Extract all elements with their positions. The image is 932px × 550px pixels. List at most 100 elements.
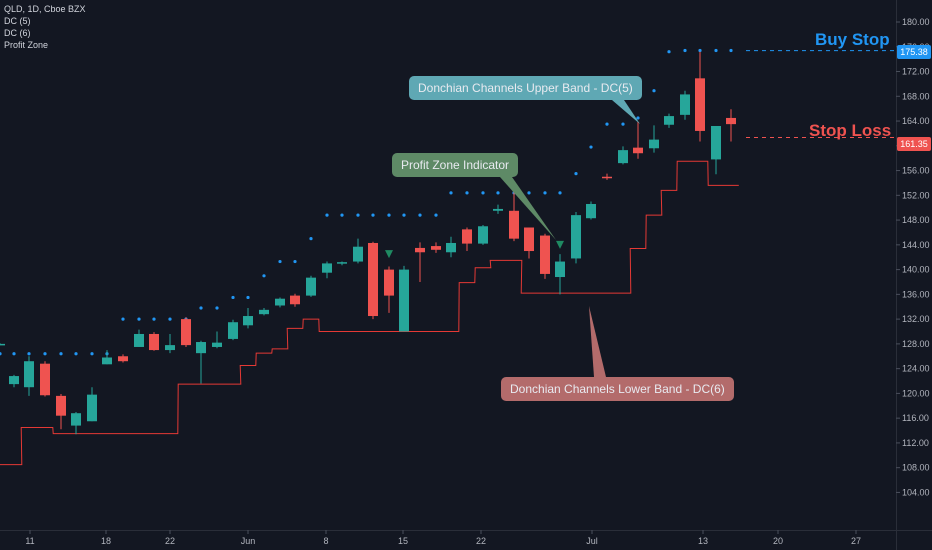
lower-callout-pointer <box>589 306 606 377</box>
upper-band-dot <box>246 295 250 300</box>
candle-body <box>24 361 34 388</box>
upper-band-dot <box>527 191 531 195</box>
upper-band-dot <box>215 306 219 310</box>
candle-body <box>149 333 159 351</box>
y-tick-label: 124.00 <box>902 364 930 374</box>
candle-body <box>493 208 503 211</box>
upper-band-dot <box>199 306 203 310</box>
candle-body <box>71 413 81 426</box>
x-tick-label: 27 <box>851 536 861 546</box>
candle-body <box>384 269 394 296</box>
candle-body <box>399 269 409 332</box>
y-tick-label: 152.00 <box>902 190 930 200</box>
upper-band-dot <box>356 213 360 217</box>
upper-band-dot <box>371 213 375 217</box>
upper-band-dot <box>340 213 344 217</box>
upper-band-dot <box>481 191 485 195</box>
candle-body <box>368 242 378 317</box>
profit-zone-callout: Profit Zone Indicator <box>392 153 519 177</box>
stop-loss-price-tag: 161.35 <box>897 137 931 151</box>
candle-body <box>586 203 596 219</box>
candle-body <box>680 94 690 115</box>
candle-body <box>415 247 425 253</box>
candle-body <box>56 395 66 416</box>
y-tick-label: 108.00 <box>902 463 930 473</box>
upper-band-dot <box>714 48 718 53</box>
upper-band-dot <box>152 317 156 321</box>
upper-band-dot <box>621 122 625 126</box>
upper-band-callout: Donchian Channels Upper Band - DC(5) <box>409 76 642 100</box>
candle-body <box>228 322 238 339</box>
y-tick-label: 164.00 <box>902 116 930 126</box>
candle-body <box>618 150 628 164</box>
candle-body <box>181 319 191 346</box>
upper-band-dot <box>574 172 578 176</box>
legend-profit-zone[interactable]: Profit Zone <box>4 40 49 50</box>
upper-band-dot <box>434 213 438 217</box>
profit-zone-marker <box>385 250 393 259</box>
profit-zone-marker <box>556 240 564 249</box>
x-tick-label: 15 <box>398 536 408 546</box>
candle-body <box>431 246 441 250</box>
candle-body <box>726 117 736 125</box>
y-tick-label: 168.00 <box>902 91 930 101</box>
upper-band-dot <box>558 191 562 195</box>
upper-band-dot <box>402 213 406 217</box>
upper-band-dot <box>59 352 63 356</box>
candle-body <box>134 333 144 347</box>
buy-stop-price-tag: 175.38 <box>897 45 931 59</box>
candle-body <box>196 342 206 354</box>
upper-band-dot <box>325 213 329 217</box>
candle-body <box>9 376 19 385</box>
buy-stop-label: Buy Stop <box>815 30 890 49</box>
upper-band-dot <box>465 191 469 195</box>
upper-band-dot <box>74 352 78 356</box>
legend-dc5[interactable]: DC (5) <box>4 16 31 26</box>
candle-body <box>165 345 175 351</box>
legend-dc6[interactable]: DC (6) <box>4 28 31 38</box>
x-tick-label: 11 <box>25 536 34 546</box>
candle-body <box>306 277 316 296</box>
y-tick-label: 148.00 <box>902 215 930 225</box>
x-tick-label: 8 <box>323 536 328 546</box>
y-tick-label: 180.00 <box>902 17 930 27</box>
candle-body <box>540 235 550 274</box>
lower-band-callout: Donchian Channels Lower Band - DC(6) <box>501 377 734 401</box>
y-tick-label: 120.00 <box>902 388 930 398</box>
x-tick-label: Jun <box>241 536 256 546</box>
x-tick-label: 22 <box>476 536 486 546</box>
y-tick-label: 136.00 <box>902 289 930 299</box>
candle-body <box>40 363 50 396</box>
upper-band-dot <box>605 122 609 126</box>
profit-callout-pointer <box>500 177 556 240</box>
upper-band-dot <box>262 274 266 278</box>
candle-body <box>353 246 363 262</box>
y-tick-label: 140.00 <box>902 265 930 275</box>
candle-body <box>602 176 612 179</box>
candle-body <box>711 125 721 160</box>
candle-body <box>87 394 97 422</box>
candle-body <box>290 295 300 305</box>
upper-callout-pointer <box>612 100 640 124</box>
candle-body <box>664 116 674 125</box>
upper-band-dot <box>137 317 141 321</box>
candle-body <box>478 226 488 244</box>
y-tick-label: 172.00 <box>902 67 930 77</box>
upper-band-dot <box>652 89 656 93</box>
y-tick-label: 156.00 <box>902 166 930 176</box>
upper-band-dot <box>43 352 47 356</box>
lower-band-dc6-line <box>0 160 739 466</box>
symbol-title: QLD, 1D, Cboe BZX <box>4 4 86 14</box>
upper-band-dot <box>168 317 172 321</box>
upper-band-dot <box>90 352 94 356</box>
candle-body <box>509 210 519 239</box>
x-tick-label: 18 <box>101 536 111 546</box>
upper-band-dot <box>231 295 235 300</box>
candle-body <box>322 263 332 273</box>
chart-legend: QLD, 1D, Cboe BZX DC (5) DC (6) Profit Z… <box>4 3 86 51</box>
candle-body <box>695 78 705 131</box>
upper-band-dot <box>387 213 391 217</box>
candle-body <box>633 147 643 154</box>
